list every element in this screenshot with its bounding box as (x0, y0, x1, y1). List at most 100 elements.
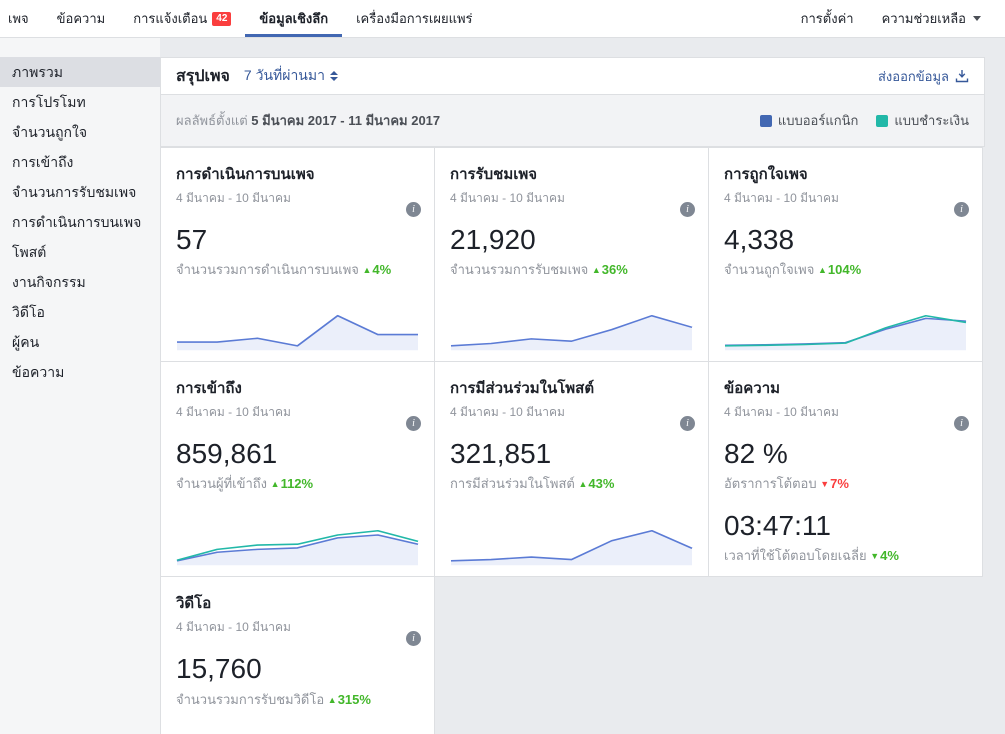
trend-up-icon: ▲ (362, 265, 372, 276)
card-messages[interactable]: ข้อความ 4 มีนาคม - 10 มีนาคม i 82 % อัตรา… (708, 361, 983, 578)
info-icon[interactable]: i (954, 416, 969, 431)
card-date-range: 4 มีนาคม - 10 มีนาคม (724, 191, 839, 205)
export-label: ส่งออกข้อมูล (878, 68, 949, 84)
nav-tab-messages[interactable]: ข้อความ (43, 0, 120, 37)
stat: 21,920 จำนวนรวมการรับชมเพจ ▲36% (450, 224, 693, 280)
card-title: ข้อความ (724, 380, 781, 397)
stat-delta: ▼4% (870, 548, 899, 563)
nav-action-settings[interactable]: การตั้งค่า (787, 0, 868, 37)
sidebar-item-events[interactable]: งานกิจกรรม (12, 274, 86, 290)
info-icon[interactable]: i (680, 416, 695, 431)
stat-value: 21,920 (450, 224, 536, 255)
sparkline-chart (176, 530, 419, 566)
stat-label: อัตราการโต้ตอบ ▼7% (724, 473, 967, 494)
info-icon[interactable]: i (680, 202, 695, 217)
stat-label-text: จำนวนรวมการดำเนินการบนเพจ (176, 262, 363, 278)
download-icon (955, 70, 969, 83)
stat: 57 จำนวนรวมการดำเนินการบนเพจ ▲4% (176, 224, 419, 280)
trend-up-icon: ▲ (327, 694, 337, 705)
nav-tab-label: เครื่องมือการเผยแพร่ (356, 11, 473, 26)
top-navigation: เพจ ข้อความ การแจ้งเตือน 42 ข้อมูลเชิงลึก เคร… (0, 0, 1005, 38)
card-title: การมีส่วนร่วมในโพสต์ (450, 380, 595, 397)
trend-up-icon: ▲ (591, 265, 601, 276)
card-stats: 57 จำนวนรวมการดำเนินการบนเพจ ▲4% (176, 208, 419, 280)
sparkline-chart (450, 314, 693, 351)
card-reach[interactable]: การเข้าถึง 4 มีนาคม - 10 มีนาคม i 859,86… (160, 361, 435, 578)
body-row: ภาพรวม การโปรโมท จำนวนถูกใจ การเข้าถึง จำนวน… (0, 38, 1005, 734)
info-icon[interactable]: i (406, 416, 421, 431)
nav-tab-publishing-tools[interactable]: เครื่องมือการเผยแพร่ (342, 0, 486, 37)
stat-delta: ▲315% (328, 692, 371, 707)
nav-tabs: เพจ ข้อความ การแจ้งเตือน 42 ข้อมูลเชิงลึก เคร… (0, 0, 487, 37)
sidebar-item-people[interactable]: ผู้คน (12, 334, 40, 350)
summary-cards: การดำเนินการบนเพจ 4 มีนาคม - 10 มีนาคม i… (160, 147, 985, 734)
sparkline-chart (724, 314, 967, 351)
stat-delta-value: 7% (830, 476, 849, 492)
nav-tab-notifications[interactable]: การแจ้งเตือน 42 (119, 0, 245, 37)
card-page-views[interactable]: การรับชมเพจ 4 มีนาคม - 10 มีนาคม i 21,92… (434, 147, 709, 362)
legend-label: แบบชำระเงิน (894, 113, 969, 128)
stat-label-text: จำนวนถูกใจเพจ (724, 262, 818, 278)
stat: 82 % อัตราการโต้ตอบ ▼7% (724, 438, 967, 494)
sidebar-item-likes[interactable]: จำนวนถูกใจ (12, 124, 88, 140)
stat-label-text: การมีส่วนร่วมในโพสต์ (450, 476, 579, 492)
stat-delta: ▲4% (363, 262, 392, 277)
info-icon[interactable]: i (406, 631, 421, 647)
results-date-range: 5 มีนาคม 2017 - 11 มีนาคม 2017 (251, 113, 441, 128)
stat-value: 82 % (724, 438, 788, 469)
info-icon[interactable]: i (954, 202, 969, 217)
sidebar-item-messages[interactable]: ข้อความ (12, 364, 65, 380)
stat-label-text: เวลาที่ใช้โต้ตอบโดยเฉลี่ย (724, 548, 871, 564)
info-icon[interactable]: i (406, 202, 421, 217)
nav-tab-insights[interactable]: ข้อมูลเชิงลึก (245, 0, 342, 37)
results-range-text: ผลลัพธ์ตั้งแต่ 5 มีนาคม 2017 - 11 มีนาคม… (176, 110, 440, 131)
nav-action-label: การตั้งค่า (800, 11, 854, 26)
trend-up-icon: ▲ (578, 479, 588, 490)
stat-delta-value: 4% (880, 548, 899, 564)
insights-sidebar: ภาพรวมการโปรโมทจำนวนถูกใจการเข้าถึงจำนวน… (0, 38, 160, 734)
trend-down-icon: ▼ (820, 479, 830, 490)
chevron-down-icon (973, 16, 981, 21)
card-date-range: 4 มีนาคม - 10 มีนาคม (176, 191, 291, 205)
sidebar-item-page-views[interactable]: จำนวนการรับชมเพจ (12, 184, 137, 200)
nav-tab-label: ข้อมูลเชิงลึก (259, 11, 329, 26)
stat-label: จำนวนรวมการรับชมเพจ ▲36% (450, 259, 693, 280)
stat-value: 57 (176, 224, 208, 255)
export-data-button[interactable]: ส่งออกข้อมูล (878, 66, 969, 87)
chart-legend: แบบออร์แกนิก แบบชำระเงิน (759, 110, 969, 131)
sidebar-item-promotions[interactable]: การโปรโมท (12, 94, 86, 110)
card-title: การถูกใจเพจ (724, 166, 808, 183)
nav-actions: การตั้งค่า ความช่วยเหลือ (787, 0, 995, 37)
nav-tab-page[interactable]: เพจ (0, 0, 43, 37)
card-title: การดำเนินการบนเพจ (176, 166, 315, 183)
sidebar-item-posts[interactable]: โพสต์ (12, 244, 47, 260)
sidebar-item-videos[interactable]: วิดีโอ (12, 304, 45, 320)
stat-label-text: จำนวนรวมการรับชมวิดีโอ (176, 691, 328, 707)
results-bar: ผลลัพธ์ตั้งแต่ 5 มีนาคม 2017 - 11 มีนาคม… (160, 95, 985, 147)
date-range-selector[interactable]: 7 วันที่ผ่านมา (244, 65, 338, 87)
date-range-label: 7 วันที่ผ่านมา (243, 67, 325, 83)
card-title: การเข้าถึง (176, 380, 242, 397)
sidebar-item-actions-on-page[interactable]: การดำเนินการบนเพจ (12, 214, 142, 230)
card-post-engagement[interactable]: การมีส่วนร่วมในโพสต์ 4 มีนาคม - 10 มีนาค… (434, 361, 709, 578)
stat-label: จำนวนถูกใจเพจ ▲104% (724, 259, 967, 280)
stat-delta: ▲43% (578, 476, 614, 491)
card-page-likes[interactable]: การถูกใจเพจ 4 มีนาคม - 10 มีนาคม i 4,338… (708, 147, 983, 362)
stat: 03:47:11 เวลาที่ใช้โต้ตอบโดยเฉลี่ย ▼4% (724, 510, 967, 566)
sidebar-item-reach[interactable]: การเข้าถึง (12, 154, 74, 170)
legend-label: แบบออร์แกนิก (777, 113, 859, 128)
stat-delta: ▲112% (271, 476, 313, 491)
stat-delta-value: 315% (337, 691, 371, 707)
summary-header-left: สรุปเพจ 7 วันที่ผ่านมา (176, 64, 338, 89)
sparkline-chart (450, 530, 693, 566)
stat-delta-value: 112% (280, 476, 314, 492)
nav-action-help[interactable]: ความช่วยเหลือ (868, 0, 995, 37)
card-videos[interactable]: วิดีโอ 4 มีนาคม - 10 มีนาคม i 15,760 จำนว… (160, 576, 435, 734)
stat-delta-value: 43% (588, 476, 615, 492)
stat-delta: ▼7% (820, 476, 849, 491)
sidebar-item-overview[interactable]: ภาพรวม (0, 57, 160, 87)
card-page-actions[interactable]: การดำเนินการบนเพจ 4 มีนาคม - 10 มีนาคม i… (160, 147, 435, 362)
legend-organic: แบบออร์แกนิก (759, 110, 859, 131)
nav-tab-label: ข้อความ (56, 11, 106, 26)
